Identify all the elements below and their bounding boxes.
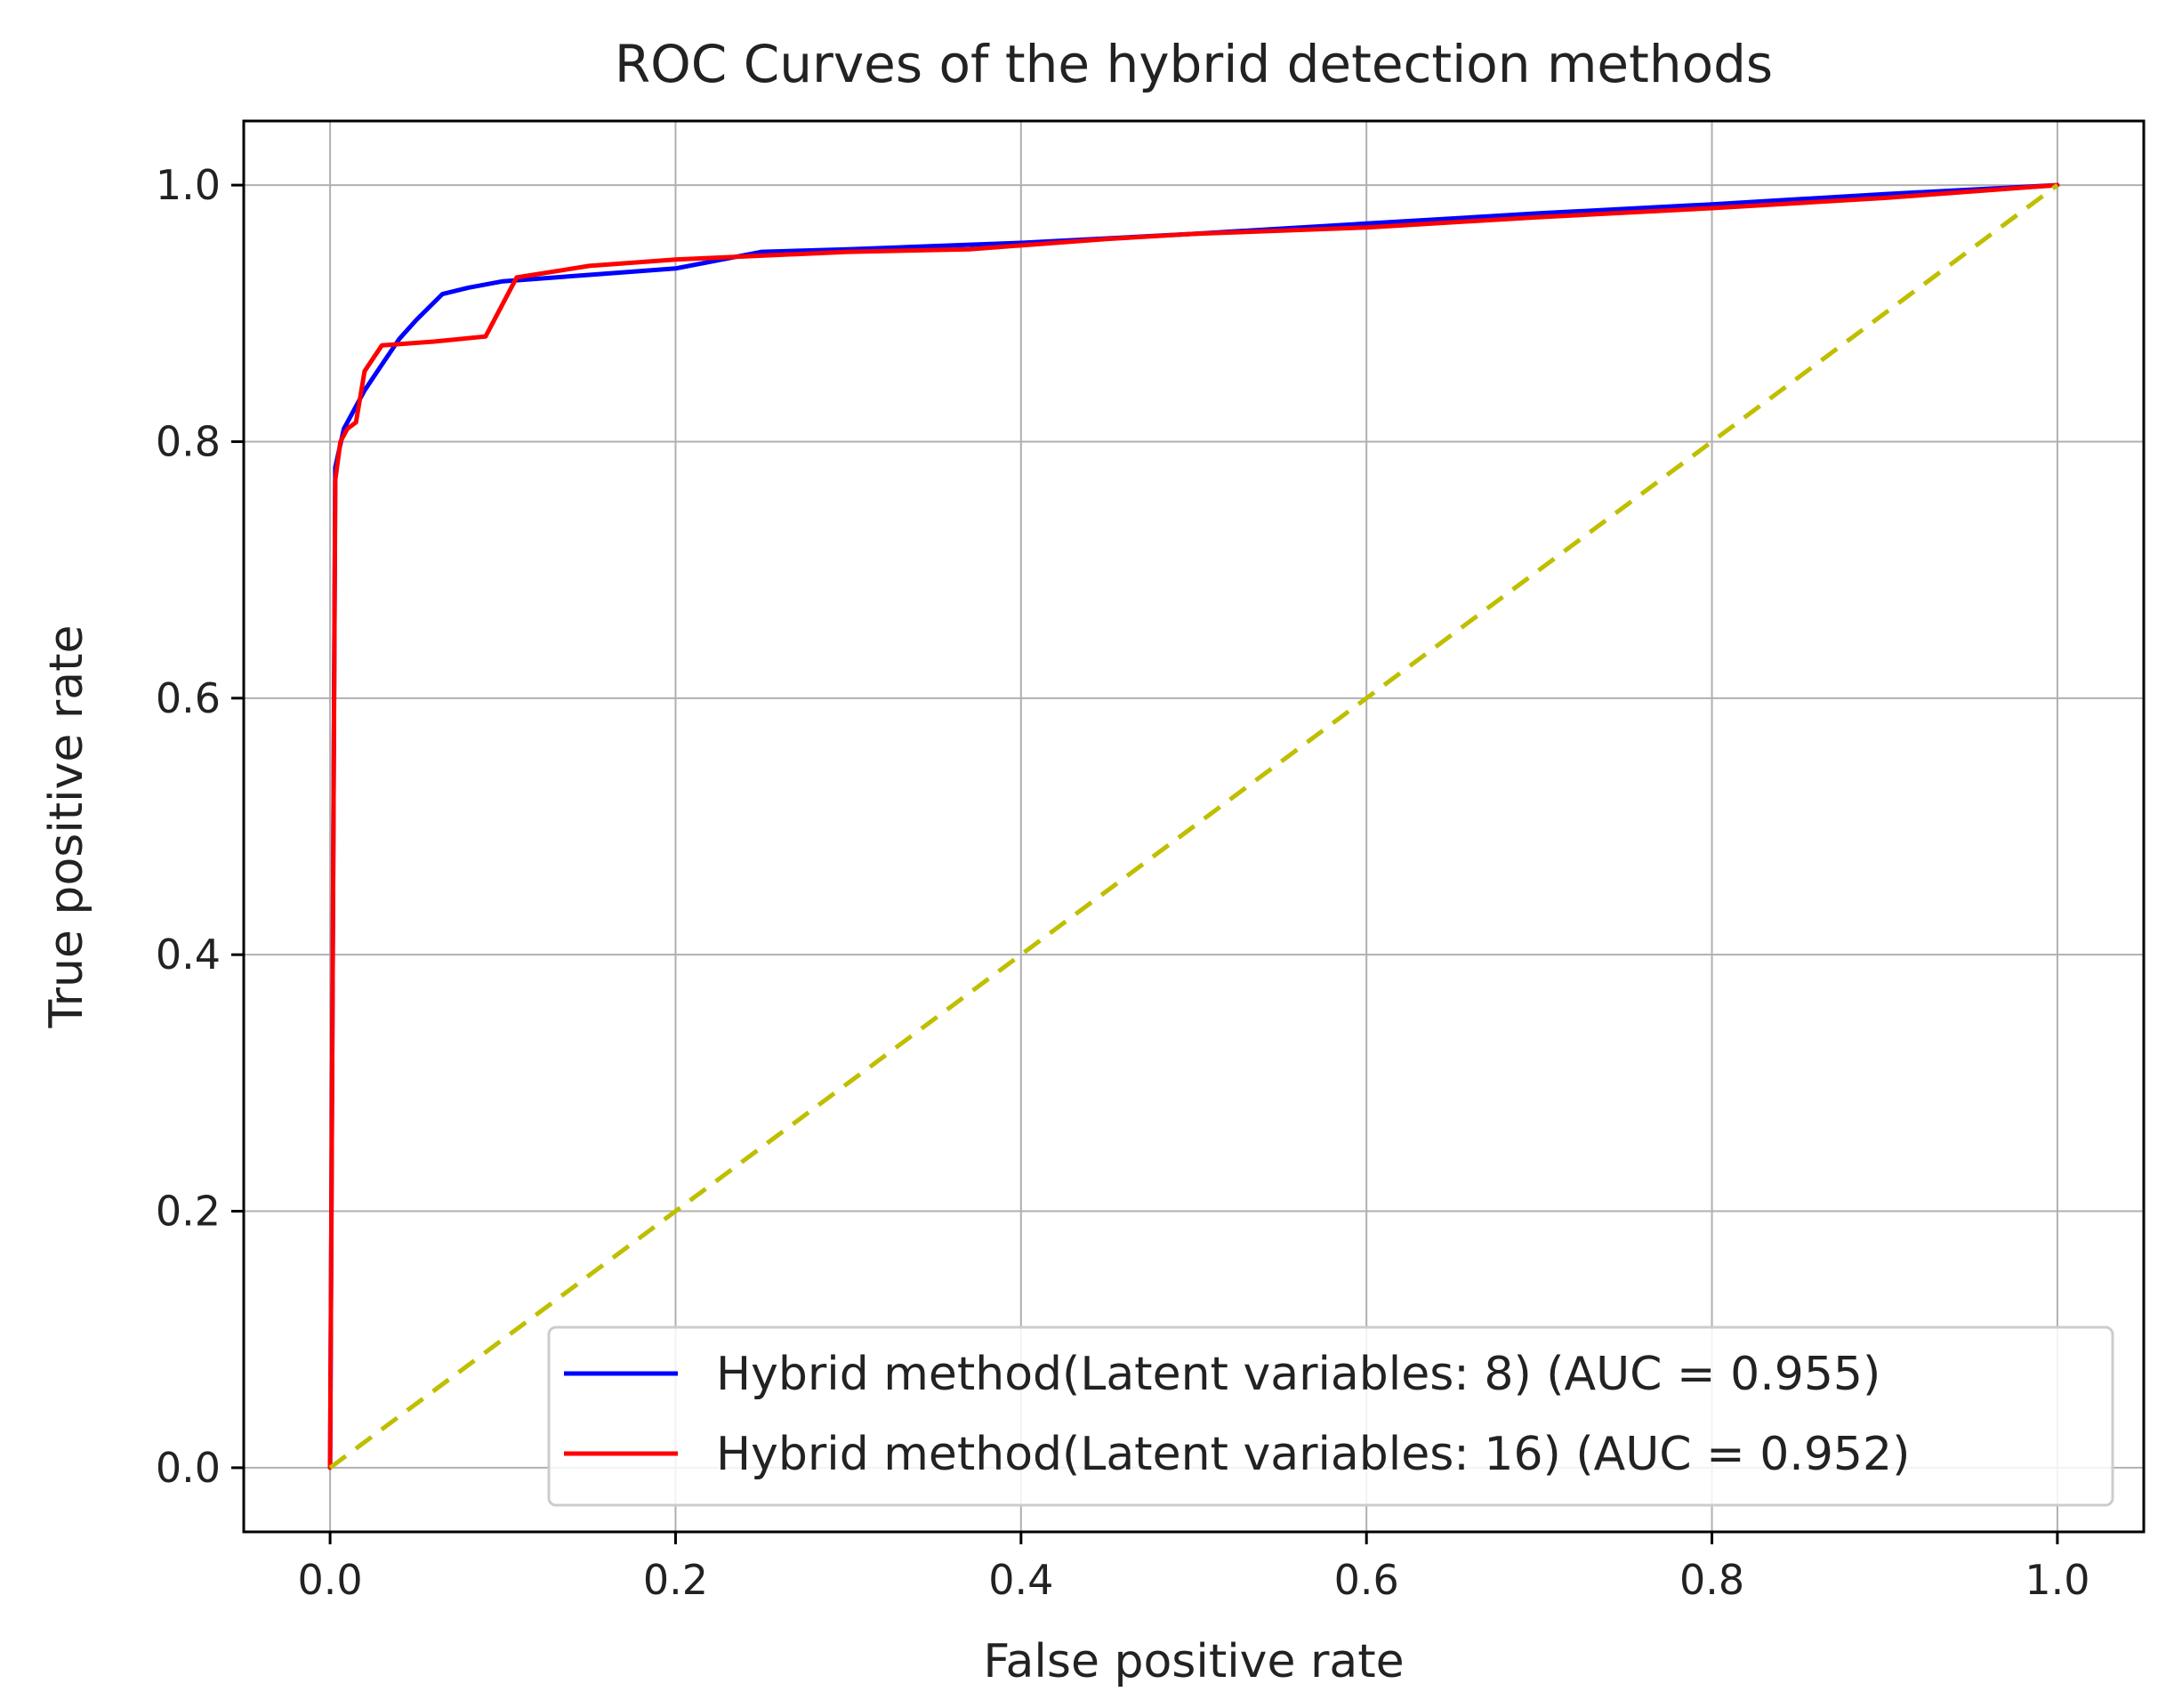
y-tick-label: 0.8 — [156, 417, 221, 465]
y-tick-label: 0.4 — [156, 931, 221, 979]
y-axis-label: True positive rate — [40, 624, 93, 1028]
chart-title: ROC Curves of the hybrid detection metho… — [615, 34, 1773, 94]
plot-frame — [242, 119, 2146, 1534]
x-tick-label: 0.0 — [298, 1556, 363, 1604]
series-lines — [327, 182, 2060, 1470]
legend-label-series-1: Hybrid method(Latent variables: 8) (AUC … — [716, 1348, 1880, 1401]
legend: Hybrid method(Latent variables: 8) (AUC … — [547, 1325, 2114, 1507]
y-tick-label: 0.6 — [156, 674, 221, 722]
legend-box — [547, 1325, 2114, 1507]
legend-label-series-2: Hybrid method(Latent variables: 16) (AUC… — [716, 1428, 1910, 1481]
x-tick-label: 0.2 — [643, 1556, 708, 1604]
x-tick-label: 1.0 — [2025, 1556, 2089, 1604]
y-axis-ticks: 0.0 0.2 0.4 0.6 0.8 1.0 — [156, 161, 244, 1492]
x-tick-label: 0.4 — [988, 1556, 1053, 1604]
x-axis-ticks: 0.0 0.2 0.4 0.6 0.8 1.0 — [298, 1532, 2089, 1604]
x-axis-label: False positive rate — [983, 1635, 1404, 1688]
y-tick-label: 0.0 — [156, 1444, 221, 1492]
x-tick-label: 0.8 — [1679, 1556, 1744, 1604]
chance-diagonal-line — [328, 183, 2059, 1470]
y-tick-label: 1.0 — [156, 161, 221, 209]
roc-line-series-2 — [327, 182, 2060, 1470]
y-tick-label: 0.2 — [156, 1188, 221, 1236]
x-tick-label: 0.6 — [1334, 1556, 1399, 1604]
grid — [244, 121, 2144, 1532]
